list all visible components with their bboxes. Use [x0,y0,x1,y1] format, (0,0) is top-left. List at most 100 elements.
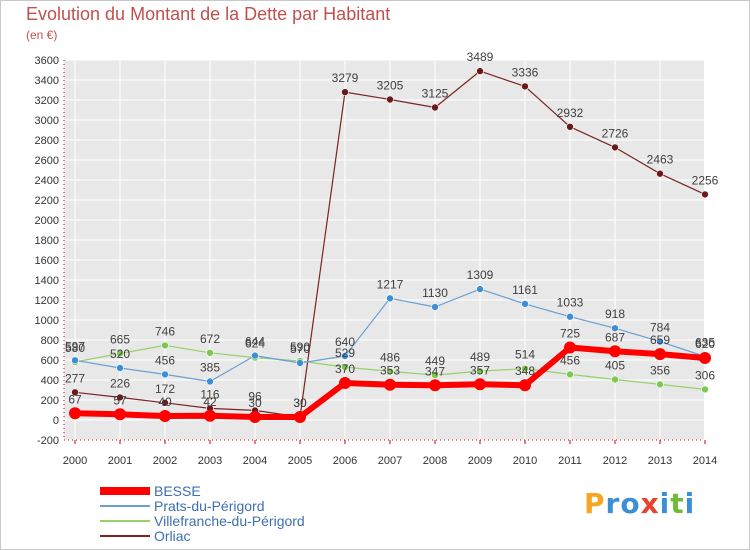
data-point [431,371,439,379]
data-point [386,367,394,376]
data-label: 353 [380,364,400,378]
data-point [116,349,124,358]
data-label: 635 [695,336,715,350]
y-tick-label: 2200 [35,195,59,207]
x-tick-label: 2005 [288,455,312,467]
y-tick-label: 2800 [35,135,59,147]
data-label: 514 [515,348,535,362]
data-label: 57 [113,393,127,407]
y-tick-label: 3400 [35,75,59,87]
data-point [251,351,259,360]
legend-label-prats: Prats-du-Périgord [154,498,265,514]
data-label: 226 [110,376,130,390]
logo-letter: i [684,487,696,520]
data-label: 370 [335,362,355,376]
y-axis-ticks: -200 0 200 400 600 800 1000 1200 1400 1600 1800 200… [35,55,65,447]
data-point [611,324,619,333]
y-tick-label: 3200 [35,95,59,107]
data-label: 2463 [647,153,674,167]
data-label: 580 [65,341,85,355]
data-point [521,82,529,91]
data-point [161,398,169,407]
data-label: 2932 [557,106,584,120]
data-label: 529 [335,346,355,360]
data-label: 489 [470,350,490,364]
data-point [609,345,621,358]
y-tick-label: 1000 [35,315,59,327]
x-tick-label: 2001 [108,455,132,467]
data-label: 30 [293,396,307,410]
data-label: 3125 [422,87,449,101]
data-labels: 277 226 172 116 96 30327932053125348933362932… [65,50,719,410]
data-label: 3489 [467,50,494,64]
y-tick-label: 1200 [35,295,59,307]
data-label: 3279 [332,71,359,85]
x-tick-label: 2009 [468,455,492,467]
data-label: 640 [335,335,355,349]
data-point [161,370,169,379]
x-tick-label: 2002 [153,455,177,467]
data-point [341,88,349,96]
data-label: 3336 [512,65,539,79]
data-point [566,123,574,131]
logo-letter: r [605,487,621,520]
data-point [341,363,349,371]
data-label: 356 [650,363,670,377]
data-point [296,359,304,367]
x-tick-label: 2011 [558,455,582,467]
data-point [384,378,396,391]
data-point [249,411,261,423]
data-label: 570 [290,342,310,356]
data-point [701,190,709,199]
data-point [71,388,79,397]
data-label: 687 [605,330,625,344]
legend-item: Orliac [100,528,360,544]
data-point [656,337,664,346]
data-point [386,95,394,104]
x-tick-label: 2013 [648,455,672,467]
y-tick-label: 3000 [35,115,59,127]
y-tick-label: 2000 [35,215,59,227]
data-point [206,377,214,386]
data-point [114,408,126,421]
data-point [656,380,664,389]
data-label: 784 [650,321,670,335]
x-tick-label: 2014 [693,455,717,467]
data-label: 385 [200,361,220,375]
x-tick-label: 2007 [378,455,402,467]
x-tick-label: 2006 [333,455,357,467]
legend-swatch [100,520,150,522]
proxiti-logo: Proxiti [584,487,695,520]
data-label: 40 [158,395,172,409]
y-tick-label: 1400 [35,275,59,287]
data-point [341,352,349,360]
y-tick-label: 200 [41,395,59,407]
data-label: 96 [248,389,262,403]
data-label: 644 [245,335,265,349]
x-tick-label: 2010 [513,455,537,467]
data-point [476,367,484,375]
data-point [294,411,306,423]
data-point [159,410,171,422]
data-point [431,303,439,311]
data-point [474,378,486,391]
data-label: 746 [155,324,175,338]
data-label: 1130 [422,286,448,300]
data-point [611,375,619,384]
x-tick-label: 2012 [603,455,627,467]
data-label: 672 [200,332,220,346]
x-tick-label: 2004 [243,455,267,467]
legend-label-orliac: Orliac [154,528,191,544]
series-0 [69,341,711,423]
data-label: 918 [605,307,625,321]
y-tick-label: 0 [53,415,59,427]
x-axis-ticks: 2000 2001 2002 2003 2004 2005 2006 2007 2008 2009… [63,439,717,467]
data-point [566,370,574,379]
data-label: 30 [248,396,262,410]
y-tick-label: -200 [37,435,59,447]
series-2 [71,341,709,394]
data-label: 405 [605,359,625,373]
data-label: 597 [65,339,85,353]
data-label: 277 [65,371,85,385]
